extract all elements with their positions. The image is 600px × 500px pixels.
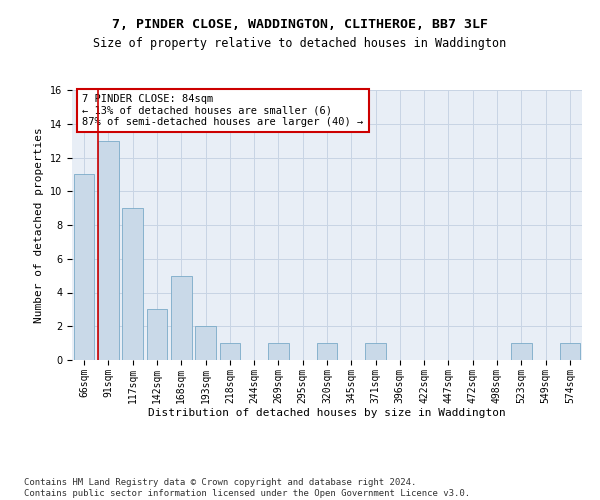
Bar <box>122 208 143 360</box>
Bar <box>317 343 337 360</box>
Bar <box>171 276 191 360</box>
Bar <box>560 343 580 360</box>
Bar <box>220 343 240 360</box>
Bar <box>98 140 119 360</box>
Text: Size of property relative to detached houses in Waddington: Size of property relative to detached ho… <box>94 38 506 51</box>
Bar <box>511 343 532 360</box>
Y-axis label: Number of detached properties: Number of detached properties <box>34 127 44 323</box>
Text: 7 PINDER CLOSE: 84sqm
← 13% of detached houses are smaller (6)
87% of semi-detac: 7 PINDER CLOSE: 84sqm ← 13% of detached … <box>82 94 364 127</box>
Bar <box>365 343 386 360</box>
Bar <box>74 174 94 360</box>
Bar <box>146 310 167 360</box>
Bar <box>195 326 216 360</box>
X-axis label: Distribution of detached houses by size in Waddington: Distribution of detached houses by size … <box>148 408 506 418</box>
Text: 7, PINDER CLOSE, WADDINGTON, CLITHEROE, BB7 3LF: 7, PINDER CLOSE, WADDINGTON, CLITHEROE, … <box>112 18 488 30</box>
Text: Contains HM Land Registry data © Crown copyright and database right 2024.
Contai: Contains HM Land Registry data © Crown c… <box>24 478 470 498</box>
Bar <box>268 343 289 360</box>
